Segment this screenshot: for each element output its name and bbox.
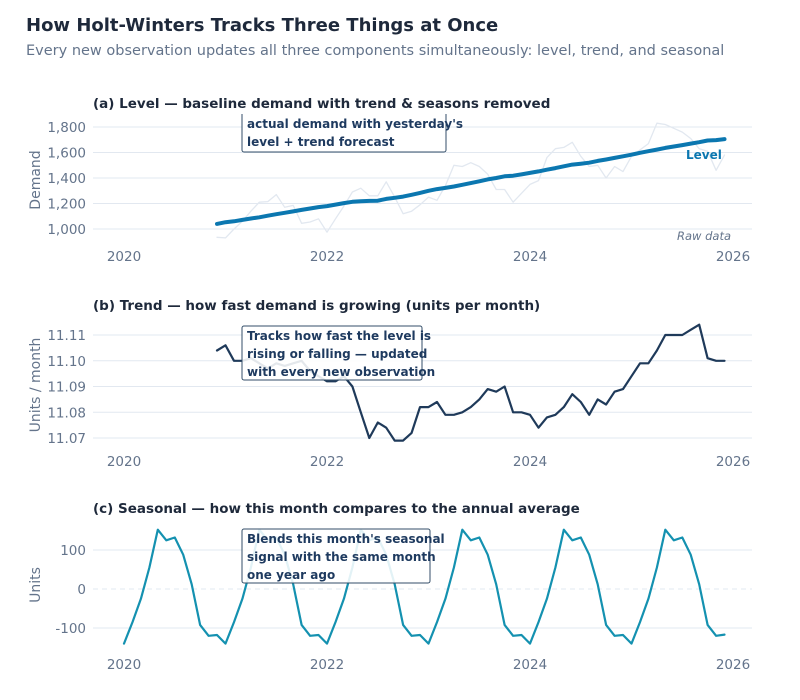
panel-title: (a) Level — baseline demand with trend &…	[93, 96, 550, 112]
annotation-box	[241, 325, 423, 381]
annotation-box	[241, 114, 447, 153]
x-tick-label: 2026	[716, 657, 750, 673]
seasonal-line	[122, 528, 726, 645]
annotation-box	[241, 528, 431, 584]
y-tick-label: 11.11	[47, 328, 86, 344]
x-tick-label: 2022	[310, 249, 344, 265]
y-tick-label: 0	[77, 582, 86, 598]
y-axis-label: Units	[28, 567, 44, 603]
y-axis-label: Units / month	[28, 338, 44, 433]
y-tick-label: 1,800	[47, 120, 86, 136]
annotation-text: with every new observation	[247, 365, 435, 379]
x-tick-label: 2024	[513, 249, 547, 265]
x-tick-label: 2022	[310, 657, 344, 673]
annotation-text: signal with the same month	[247, 550, 436, 564]
x-tick-label: 2020	[107, 657, 141, 673]
panel-seasonal: (c) Seasonal — how this month compares t…	[28, 501, 752, 673]
annotation-text: Blends this month's seasonal	[247, 532, 445, 546]
x-tick-label: 2024	[513, 657, 547, 673]
chart-subtitle: Every new observation updates all three …	[26, 43, 724, 59]
annotation: Tracks how fast the level is rising or fa…	[241, 325, 435, 381]
x-tick-label: 2026	[716, 249, 750, 265]
annotation: Blends this month's seasonal signal with …	[241, 528, 445, 584]
y-tick-label: 1,600	[47, 146, 86, 162]
raw-data-series-label: Raw data	[677, 229, 731, 243]
x-tick-label: 2020	[107, 454, 141, 470]
annotation-text: actual demand with yesterday's	[247, 117, 463, 131]
y-tick-label: 11.07	[47, 431, 86, 447]
x-tick-label: 2026	[716, 454, 750, 470]
y-axis-label: Demand	[28, 150, 44, 209]
y-tick-label: 1,400	[47, 171, 86, 187]
panel-title: (b) Trend — how fast demand is growing (…	[93, 298, 540, 314]
y-tick-label: 1,000	[47, 222, 86, 238]
panel-level: (a) Level — baseline demand with trend &…	[28, 96, 752, 265]
annotation-text: level + trend forecast	[247, 135, 395, 149]
x-tick-label: 2020	[107, 249, 141, 265]
y-tick-label: 11.10	[47, 354, 86, 370]
annotation-text: one year ago	[247, 568, 335, 582]
y-tick-label: 11.09	[47, 380, 86, 396]
y-tick-label: -100	[55, 621, 86, 637]
y-tick-label: 11.08	[47, 405, 86, 421]
y-tick-label: 1,200	[47, 197, 86, 213]
raw-data-line	[216, 122, 726, 239]
x-tick-label: 2022	[310, 454, 344, 470]
x-tick-label: 2024	[513, 454, 547, 470]
level-series-label: Level	[686, 148, 722, 162]
chart-title: How Holt-Winters Tracks Three Things at …	[26, 15, 498, 36]
annotation-text: rising or falling — updated	[247, 347, 427, 361]
annotation-text: Tracks how fast the level is	[247, 329, 431, 343]
panel-title: (c) Seasonal — how this month compares t…	[93, 501, 580, 517]
y-tick-label: 100	[60, 543, 86, 559]
plot-area	[122, 528, 726, 645]
annotation: actual demand with yesterday's level + tr…	[241, 114, 463, 153]
plot-area	[215, 122, 727, 239]
panel-trend: (b) Trend — how fast demand is growing (…	[28, 298, 752, 470]
level-line	[215, 137, 727, 226]
